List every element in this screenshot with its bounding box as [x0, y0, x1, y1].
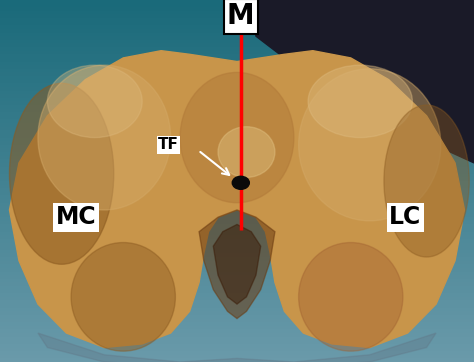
Ellipse shape [47, 65, 142, 138]
Text: M: M [227, 2, 255, 30]
Ellipse shape [180, 72, 294, 203]
Ellipse shape [299, 69, 441, 221]
Polygon shape [9, 51, 465, 348]
Ellipse shape [38, 65, 171, 210]
Text: LC: LC [389, 205, 421, 229]
Polygon shape [199, 210, 275, 319]
Ellipse shape [299, 243, 403, 351]
Text: TF: TF [158, 137, 179, 152]
Ellipse shape [384, 105, 469, 257]
Ellipse shape [71, 243, 175, 351]
Polygon shape [38, 333, 436, 362]
Circle shape [232, 176, 249, 189]
Text: MC: MC [55, 205, 96, 229]
Polygon shape [213, 224, 261, 304]
Polygon shape [251, 0, 474, 163]
Ellipse shape [9, 83, 114, 264]
Ellipse shape [308, 65, 412, 138]
Ellipse shape [218, 127, 275, 177]
